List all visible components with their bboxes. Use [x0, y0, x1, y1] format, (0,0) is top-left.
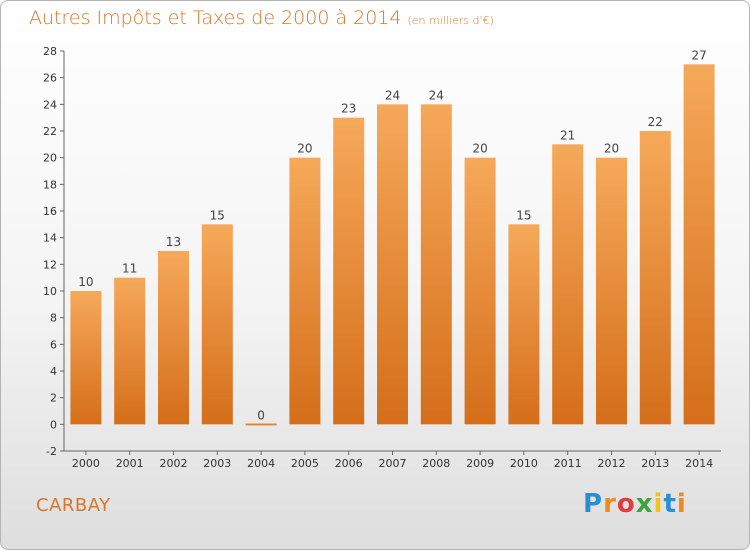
bar[interactable] — [289, 157, 321, 425]
bar-value-label: 10 — [78, 275, 93, 289]
y-tick-label: 20 — [43, 152, 57, 165]
y-tick-label: -2 — [46, 445, 57, 458]
x-tick-label: 2007 — [379, 457, 407, 470]
bar-value-label: 27 — [691, 48, 706, 62]
bar-value-label: 20 — [297, 142, 312, 156]
bar[interactable] — [552, 144, 584, 425]
proxiti-logo[interactable]: Proxiti — [583, 489, 687, 519]
x-tick-label: 2002 — [160, 457, 188, 470]
bar-value-label: 22 — [648, 115, 663, 129]
x-tick-label: 2010 — [510, 457, 538, 470]
bar-value-label: 24 — [429, 88, 444, 102]
chart-title-text: Autres Impôts et Taxes de 2000 à 2014 — [29, 7, 402, 29]
bar[interactable] — [201, 224, 233, 425]
logo-letter: x — [635, 489, 654, 519]
chart-title: Autres Impôts et Taxes de 2000 à 2014 (en… — [29, 7, 494, 29]
bar-value-label: 20 — [604, 142, 619, 156]
bar-value-label: 23 — [341, 102, 356, 116]
bar-value-label: 24 — [385, 88, 400, 102]
logo-letter: i — [676, 489, 687, 519]
x-tick-label: 2008 — [422, 457, 450, 470]
x-tick-label: 2001 — [116, 457, 144, 470]
y-tick-label: 0 — [50, 418, 57, 431]
chart-subtitle: (en milliers d'€) — [407, 14, 494, 27]
logo-letter: t — [663, 489, 677, 519]
x-tick-label: 2009 — [466, 457, 494, 470]
bar[interactable] — [508, 224, 540, 425]
y-tick-label: 22 — [43, 125, 57, 138]
bar[interactable] — [596, 157, 627, 425]
bar[interactable] — [683, 64, 715, 425]
y-tick-label: 28 — [43, 45, 57, 58]
logo-letter: o — [616, 489, 636, 519]
chart-data-labels: 10 11 13 15 0 20 23 24 24 20 15 21 20 22 27 — [78, 48, 706, 422]
bar[interactable] — [464, 157, 496, 425]
y-tick-label: 10 — [43, 285, 57, 298]
y-tick-label: 12 — [43, 258, 57, 271]
bar[interactable] — [158, 251, 189, 425]
logo-letter: r — [603, 489, 617, 519]
x-tick-label: 2006 — [335, 457, 363, 470]
bar-value-label: 13 — [166, 235, 181, 249]
bar[interactable] — [420, 104, 452, 425]
x-tick-label: 2003 — [203, 457, 231, 470]
y-tick-label: 2 — [50, 392, 57, 405]
bar[interactable] — [245, 423, 277, 426]
bar-value-label: 21 — [560, 128, 575, 142]
y-tick-label: 6 — [50, 338, 57, 351]
x-tick-label: 2004 — [247, 457, 275, 470]
bar[interactable] — [114, 277, 146, 425]
x-tick-label: 2012 — [598, 457, 626, 470]
y-tick-label: 14 — [43, 232, 57, 245]
x-tick-label: 2000 — [72, 457, 100, 470]
place-name: CARBAY — [36, 495, 111, 516]
bar[interactable] — [333, 117, 365, 425]
y-tick-label: 26 — [43, 72, 57, 85]
bar[interactable] — [70, 291, 102, 425]
y-tick-label: 4 — [50, 365, 57, 378]
bar-value-label: 15 — [210, 208, 225, 222]
bar-value-label: 0 — [257, 408, 265, 422]
bar-value-label: 20 — [472, 142, 487, 156]
y-tick-label: 16 — [43, 205, 57, 218]
chart-bars — [70, 64, 715, 426]
logo-letter: P — [583, 489, 604, 519]
y-tick-label: 8 — [50, 312, 57, 325]
x-tick-label: 2013 — [641, 457, 669, 470]
logo-letter: i — [653, 489, 664, 519]
bar-value-label: 11 — [122, 262, 137, 276]
bar[interactable] — [377, 104, 408, 425]
bar-value-label: 15 — [516, 208, 531, 222]
y-tick-label: 18 — [43, 178, 57, 191]
bar[interactable] — [639, 131, 671, 425]
x-tick-label: 2011 — [554, 457, 582, 470]
x-tick-label: 2014 — [685, 457, 713, 470]
x-tick-label: 2005 — [291, 457, 319, 470]
y-tick-label: 24 — [43, 98, 57, 111]
